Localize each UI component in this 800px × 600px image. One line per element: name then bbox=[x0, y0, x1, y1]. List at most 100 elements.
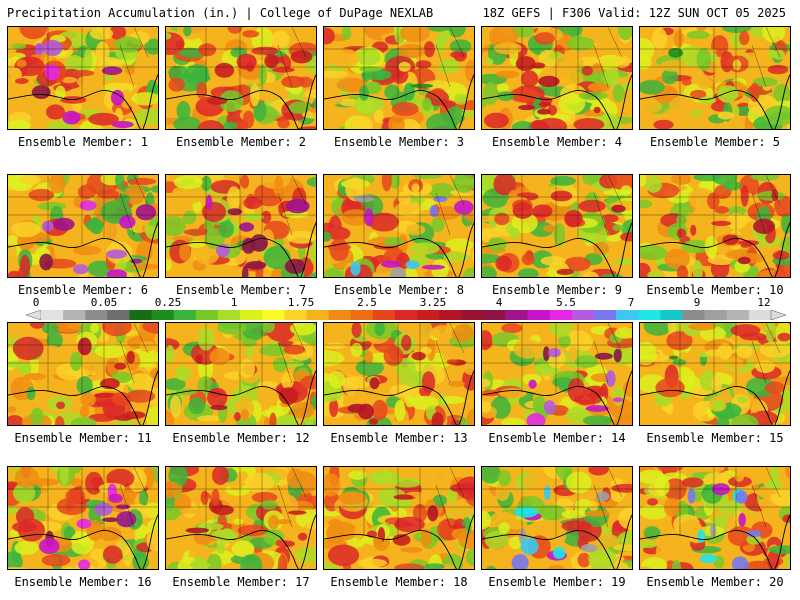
colorbar-swatch bbox=[85, 310, 108, 320]
colorbar-swatch bbox=[571, 310, 595, 320]
model-run-info: 18Z GEFS | F306 Valid: 12Z SUN OCT 05 20… bbox=[482, 6, 786, 20]
colorbar-swatch bbox=[240, 310, 263, 320]
colorbar-swatch bbox=[483, 310, 506, 320]
colorbar-tick-label: 1.75 bbox=[287, 296, 315, 309]
ensemble-member-map bbox=[165, 26, 317, 130]
colorbar-swatch bbox=[284, 310, 307, 320]
precip-field bbox=[324, 27, 474, 129]
ensemble-member-label: Ensemble Member: 10 bbox=[646, 283, 784, 297]
colorbar-max-arrow bbox=[770, 310, 786, 320]
colorbar-min-arrow bbox=[26, 310, 42, 320]
colorbar-swatch bbox=[195, 310, 219, 320]
precip-field bbox=[166, 175, 316, 277]
colorbar-swatch bbox=[461, 310, 484, 320]
colorbar-swatch bbox=[660, 310, 683, 320]
precip-field bbox=[166, 27, 316, 129]
ensemble-member-label: Ensemble Member: 6 bbox=[17, 283, 149, 297]
precip-field bbox=[8, 323, 158, 425]
colorbar-tick-label: 4 bbox=[495, 296, 503, 309]
colorbar-swatch bbox=[129, 310, 152, 320]
ensemble-member-label: Ensemble Member: 18 bbox=[330, 575, 468, 589]
colorbar-swatch bbox=[328, 310, 351, 320]
ensemble-member-label: Ensemble Member: 16 bbox=[14, 575, 152, 589]
colorbar-swatch bbox=[41, 310, 64, 320]
coastline bbox=[482, 369, 632, 425]
ensemble-member-map bbox=[323, 322, 475, 426]
colorbar-tick-label: 9 bbox=[693, 296, 701, 309]
precip-field bbox=[8, 175, 158, 277]
colorbar-swatch bbox=[638, 310, 661, 320]
colorbar-swatch bbox=[682, 310, 705, 320]
map-title: Precipitation Accumulation (in.) | Colle… bbox=[7, 6, 434, 20]
coastline bbox=[640, 369, 790, 425]
colorbar-tick-label: 7 bbox=[627, 296, 635, 309]
colorbar-swatch bbox=[417, 310, 440, 320]
precipitation-colorbar bbox=[26, 310, 786, 320]
colorbar-tick-label: 1 bbox=[230, 296, 238, 309]
colorbar-swatch bbox=[173, 310, 197, 320]
precip-field bbox=[324, 323, 474, 425]
precip-field bbox=[8, 27, 158, 129]
ensemble-member-map bbox=[481, 174, 633, 278]
coastline bbox=[482, 221, 632, 277]
colorbar-swatch bbox=[505, 310, 528, 320]
precip-field bbox=[640, 467, 790, 569]
ensemble-member-label: Ensemble Member: 1 bbox=[17, 135, 149, 149]
ensemble-member-label: Ensemble Member: 11 bbox=[14, 431, 152, 445]
colorbar-tick-label: 2.5 bbox=[357, 296, 377, 309]
colorbar-swatch bbox=[63, 310, 86, 320]
colorbar-swatch bbox=[262, 310, 285, 320]
ensemble-member-label: Ensemble Member: 2 bbox=[175, 135, 307, 149]
colorbar-tick-label: 5.5 bbox=[556, 296, 576, 309]
colorbar-swatch bbox=[549, 310, 573, 320]
precip-field bbox=[482, 323, 632, 425]
coastline bbox=[482, 73, 632, 129]
colorbar-swatch bbox=[616, 310, 639, 320]
ensemble-member-map bbox=[639, 26, 791, 130]
ensemble-member-map bbox=[7, 322, 159, 426]
ensemble-member-label: Ensemble Member: 5 bbox=[649, 135, 781, 149]
colorbar-tick-label: 0 bbox=[32, 296, 40, 309]
coastline bbox=[640, 513, 790, 569]
ensemble-member-label: Ensemble Member: 9 bbox=[491, 283, 623, 297]
precip-field bbox=[640, 27, 790, 129]
precip-field bbox=[640, 175, 790, 277]
ensemble-member-map bbox=[481, 466, 633, 570]
ensemble-member-map bbox=[165, 466, 317, 570]
colorbar-tick-label: 0.25 bbox=[154, 296, 182, 309]
coastline bbox=[8, 221, 158, 277]
colorbar-swatch bbox=[748, 310, 772, 320]
colorbar-tick-label: 0.05 bbox=[90, 296, 118, 309]
ensemble-member-label: Ensemble Member: 13 bbox=[330, 431, 468, 445]
coastline bbox=[324, 513, 474, 569]
colorbar-swatch bbox=[726, 310, 750, 320]
ensemble-member-label: Ensemble Member: 20 bbox=[646, 575, 784, 589]
colorbar-swatch bbox=[704, 310, 728, 320]
colorbar-swatch bbox=[394, 310, 418, 320]
precip-field bbox=[324, 175, 474, 277]
ensemble-member-map bbox=[165, 322, 317, 426]
coastline bbox=[640, 221, 790, 277]
ensemble-member-map bbox=[165, 174, 317, 278]
precip-field bbox=[8, 467, 158, 569]
ensemble-member-label: Ensemble Member: 7 bbox=[175, 283, 307, 297]
ensemble-member-map bbox=[323, 26, 475, 130]
coastline bbox=[640, 73, 790, 129]
ensemble-member-map bbox=[323, 174, 475, 278]
coastline bbox=[166, 221, 316, 277]
coastline bbox=[166, 513, 316, 569]
colorbar-swatch bbox=[594, 310, 617, 320]
coastline bbox=[166, 369, 316, 425]
colorbar-swatch bbox=[107, 310, 130, 320]
precip-field bbox=[482, 27, 632, 129]
precip-field bbox=[166, 467, 316, 569]
ensemble-member-label: Ensemble Member: 14 bbox=[488, 431, 626, 445]
precip-field bbox=[482, 467, 632, 569]
coastline bbox=[8, 513, 158, 569]
ensemble-member-label: Ensemble Member: 12 bbox=[172, 431, 310, 445]
ensemble-member-map bbox=[639, 322, 791, 426]
ensemble-member-map bbox=[481, 322, 633, 426]
coastline bbox=[166, 73, 316, 129]
precip-field bbox=[166, 323, 316, 425]
ensemble-member-map bbox=[639, 174, 791, 278]
